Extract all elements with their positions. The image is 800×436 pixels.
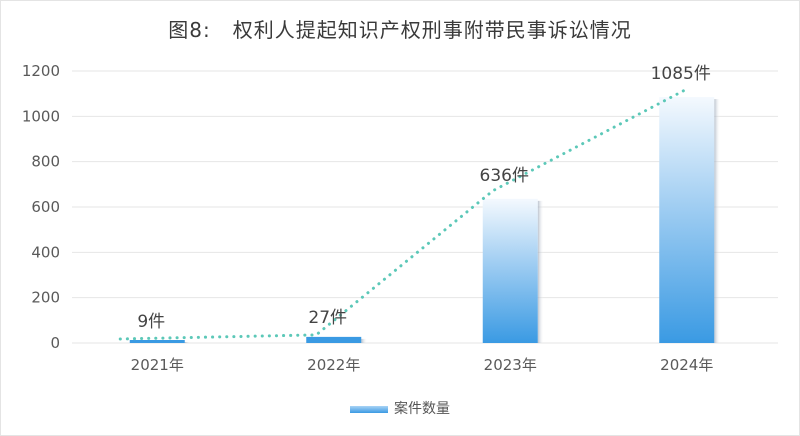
data-label: 636件 <box>480 166 529 186</box>
bar-2023年 <box>482 198 538 343</box>
bar-shadow <box>714 99 721 343</box>
y-tick-label: 600 <box>31 198 60 216</box>
data-label: 1085件 <box>651 64 711 84</box>
chart-title: 图8: 权利人提起知识产权刑事附带民事诉讼情况 <box>0 14 800 43</box>
y-axis: 0 200 400 600 800 1000 1200 <box>22 62 60 352</box>
bar-2022年 <box>306 336 362 343</box>
y-tick-label: 400 <box>31 243 60 261</box>
title-text: 权利人提起知识产权刑事附带民事诉讼情况 <box>232 18 632 42</box>
data-label: 9件 <box>137 312 165 332</box>
x-tick-label: 2024年 <box>660 356 713 374</box>
legend-swatch <box>350 405 388 413</box>
y-tick-label: 0 <box>50 334 60 352</box>
bar-2024年 <box>659 97 715 343</box>
bar-shadow <box>361 338 368 343</box>
x-tick-label: 2022年 <box>307 356 360 374</box>
bar-shadow <box>537 200 544 343</box>
bar-2021年 <box>129 340 185 343</box>
legend: 案件数量 <box>0 398 800 418</box>
y-tick-label: 1000 <box>22 107 60 125</box>
x-tick-label: 2023年 <box>484 356 537 374</box>
bars <box>129 97 721 343</box>
data-labels: 9件 27件 636件 1085件 <box>137 64 711 332</box>
x-tick-label: 2021年 <box>131 356 184 374</box>
legend-label: 案件数量 <box>394 401 450 417</box>
x-axis: 2021年 2022年 2023年 2024年 <box>131 356 714 374</box>
data-label: 27件 <box>308 308 347 328</box>
y-tick-label: 800 <box>31 153 60 171</box>
figure-number: 图8: <box>168 18 211 42</box>
y-tick-label: 1200 <box>22 62 60 80</box>
trend-polyline <box>118 87 689 341</box>
trend-line <box>118 87 689 341</box>
bar-shadow <box>184 342 191 343</box>
y-tick-label: 200 <box>31 289 60 307</box>
